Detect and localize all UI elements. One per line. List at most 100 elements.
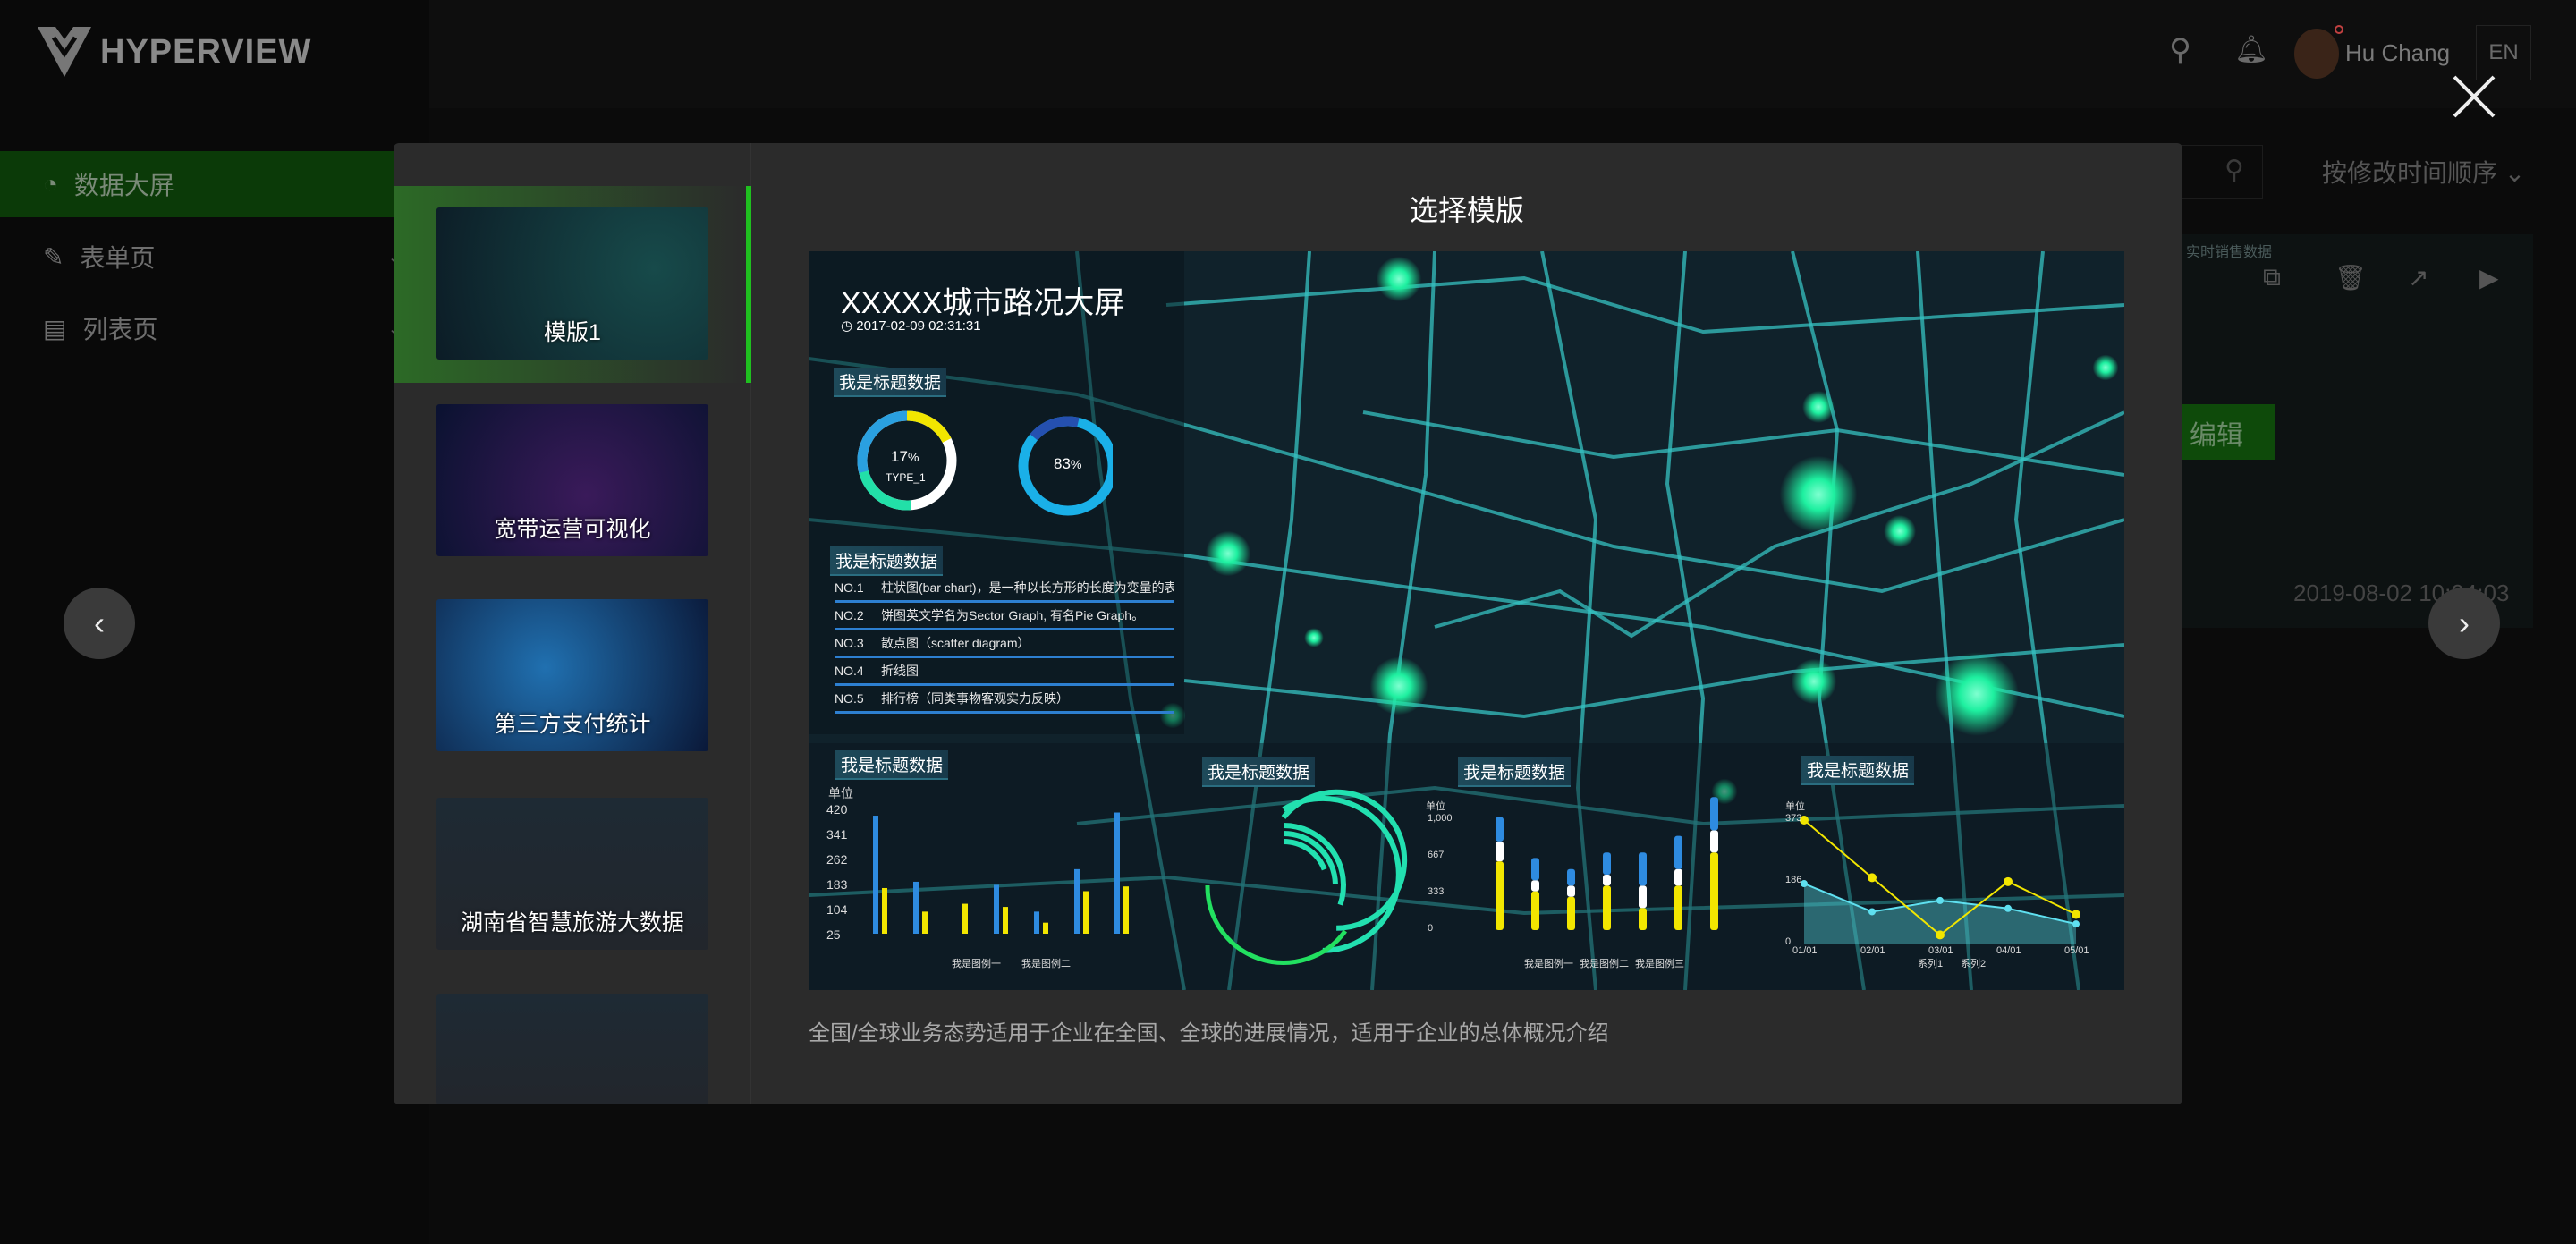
bar-series1 xyxy=(1114,812,1120,934)
axis-tick-label: 183 xyxy=(826,877,848,892)
stacked-bar-segment xyxy=(1639,885,1647,909)
road-line xyxy=(1665,251,1706,990)
stacked-bar-segment xyxy=(1496,861,1504,930)
sidebar-item-label: 列表页 xyxy=(82,316,158,343)
road-line xyxy=(1165,275,2124,334)
bar-series1 xyxy=(1034,911,1039,934)
point-series1 xyxy=(1800,816,1809,825)
sort-dropdown[interactable]: 按修改时间顺序 ⌄ xyxy=(2322,154,2525,190)
axis-tick-label: 262 xyxy=(826,852,848,867)
glow-marker xyxy=(1791,658,1837,705)
point-series2 xyxy=(1936,896,1944,904)
template-thumb-5[interactable] xyxy=(436,994,708,1104)
stacked-bar-segment xyxy=(1603,875,1611,886)
bar-series1 xyxy=(873,816,878,934)
template-preview: XXXXX城市路况大屏 ◷ 2017-02-09 02:31:31 我是标题数据… xyxy=(809,251,2124,990)
edit-button[interactable]: 编辑 xyxy=(2182,404,2275,460)
road-line xyxy=(1434,410,2124,639)
avatar[interactable] xyxy=(2294,29,2339,79)
bar-series1 xyxy=(1074,868,1080,934)
axis-tick-label: 420 xyxy=(826,802,848,817)
stacked-bar-segment xyxy=(1603,852,1611,875)
row-number: NO.1 xyxy=(835,580,864,595)
next-arrow-button[interactable]: › xyxy=(2428,588,2500,659)
datetime-text: 2017-02-09 02:31:31 xyxy=(856,318,981,334)
road-line xyxy=(1540,251,1598,990)
point-series1 xyxy=(1936,930,1945,940)
language-toggle[interactable]: EN xyxy=(2476,25,2531,80)
stacked-bar-segment xyxy=(1674,885,1682,930)
logo-text: HYPERVIEW xyxy=(100,32,312,71)
stacked-bar-segment xyxy=(1567,896,1575,930)
glow-marker xyxy=(1779,455,1858,534)
glow-marker xyxy=(2092,354,2119,381)
bar-series2 xyxy=(1043,922,1048,934)
stacked-bar-segment xyxy=(1531,858,1539,881)
glow-marker xyxy=(1304,628,1324,647)
point-series2 xyxy=(2072,920,2080,928)
axis-tick-label: 341 xyxy=(826,827,848,842)
axis-tick-label: 我是图例一 xyxy=(952,959,1001,969)
sort-label: 按修改时间顺序 xyxy=(2322,159,2498,187)
point-series1 xyxy=(2072,910,2080,919)
template-thumb-4[interactable]: 湖南省智慧旅游大数据 xyxy=(436,798,708,950)
donut1-unit: % xyxy=(907,451,919,465)
radial-arc xyxy=(1205,884,1348,965)
point-series2 xyxy=(1868,908,1876,916)
sidebar-item-form-page[interactable]: ✎ 表单页 ⌄ xyxy=(0,224,429,290)
background-card[interactable]: 实时销售数据 ⧉ 🗑︎ ↗ ▶ 编辑 2019-08-02 10:04:03 xyxy=(2182,234,2533,628)
axis-tick-label: 0 xyxy=(1428,923,1434,934)
road-line xyxy=(1370,251,1436,990)
search-icon: ⚲ xyxy=(2224,156,2244,185)
axis-tick-label: 01/01 xyxy=(1792,945,1818,956)
copy-icon[interactable]: ⧉ xyxy=(2263,263,2281,291)
template-label: 模版1 xyxy=(544,320,601,345)
point-series2 xyxy=(2004,904,2012,912)
bar-series2 xyxy=(922,911,928,934)
present-icon[interactable]: ▶ xyxy=(2479,264,2499,292)
search-icon[interactable]: ⚲ xyxy=(2169,33,2191,67)
point-series1 xyxy=(1868,873,1877,883)
logo[interactable]: HYPERVIEW xyxy=(36,25,311,79)
bar-series2 xyxy=(1123,886,1129,934)
close-button[interactable] xyxy=(2449,72,2499,122)
preview-datetime: ◷ 2017-02-09 02:31:31 xyxy=(841,317,981,334)
template-thumb-2[interactable]: 宽带运营可视化 xyxy=(436,404,708,556)
external-link-icon[interactable]: ↗ xyxy=(2408,264,2429,292)
bar-series2 xyxy=(1003,907,1008,934)
template-list[interactable]: 模版1 宽带运营可视化 第三方支付统计 湖南省智慧旅游大数据 xyxy=(394,143,751,1104)
stacked-bar-segment xyxy=(1639,852,1647,886)
user-name[interactable]: Hu Chang xyxy=(2345,39,2451,66)
card-title: 实时销售数据 xyxy=(2186,245,2273,260)
axis-tick-label: 单位 xyxy=(828,786,853,800)
donut2-value: 83% xyxy=(1054,455,1082,473)
stacked-bar-segment xyxy=(1531,891,1539,930)
stacked-bar-segment xyxy=(1710,830,1718,853)
donut2-unit: % xyxy=(1070,458,1082,472)
stacked-bar-segment xyxy=(1567,885,1575,897)
donut1-percent: 17 xyxy=(891,448,908,465)
logo-icon xyxy=(38,27,91,77)
template-label: 第三方支付统计 xyxy=(494,712,651,737)
sidebar-item-data-screen[interactable]: ◔ 数据大屏 xyxy=(0,151,429,217)
axis-tick-label: 25 xyxy=(826,927,841,942)
bell-icon[interactable]: 🔔︎ xyxy=(2234,35,2269,64)
template-thumb-1[interactable]: 模版1 xyxy=(436,207,708,360)
list-row: NO.2 饼图英文学名为Sector Graph, 有名Pie Graph。 xyxy=(835,606,1174,630)
glow-marker xyxy=(1884,515,1916,547)
axis-tick-label: 单位 xyxy=(1785,801,1805,812)
axis-tick-label: 104 xyxy=(826,902,848,917)
radial-arc xyxy=(1283,823,1346,906)
prev-arrow-button[interactable]: ‹ xyxy=(64,588,135,659)
sidebar-item-list-page[interactable]: ▤ 列表页 ⌄ xyxy=(0,295,429,361)
row-number: NO.3 xyxy=(835,636,864,650)
section-title: 我是标题数据 xyxy=(1202,757,1316,787)
list-row: NO.3 散点图（scatter diagram） xyxy=(835,634,1174,658)
template-thumb-3[interactable]: 第三方支付统计 xyxy=(436,599,708,751)
trash-icon[interactable]: 🗑︎ xyxy=(2334,264,2367,292)
list-row: NO.4 折线图 xyxy=(835,662,1174,686)
donut1-value: 17% xyxy=(891,448,919,466)
dashboard-icon: ◔ xyxy=(43,170,58,198)
bar-series2 xyxy=(882,887,887,934)
template-description: 全国/全球业务态势适用于企业在全国、全球的进展情况，适用于企业的总体概况介绍 xyxy=(809,1021,1609,1045)
